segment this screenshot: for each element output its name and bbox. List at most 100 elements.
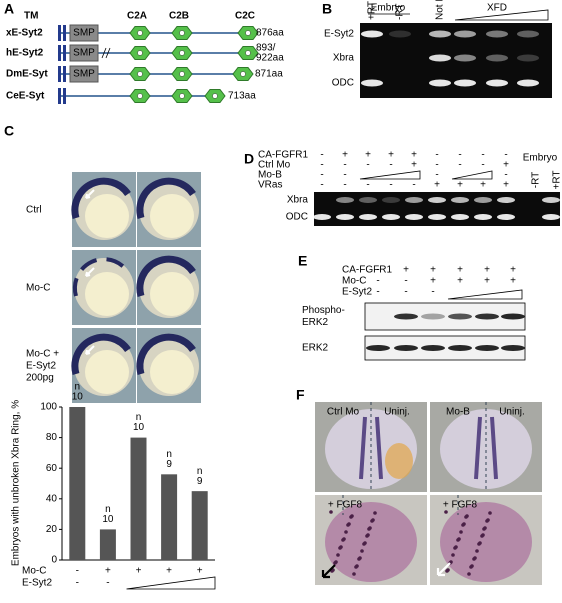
image-label: + FGF8 bbox=[443, 500, 478, 511]
xbra-spot bbox=[333, 561, 337, 565]
y-tick-label: 80 bbox=[46, 432, 58, 443]
sign: - bbox=[389, 180, 392, 191]
image-label: Mo-B bbox=[446, 407, 470, 418]
row-label: CA-FGFR1 bbox=[342, 265, 392, 276]
sign: - bbox=[435, 150, 438, 161]
row-label: VRas bbox=[258, 180, 282, 191]
tm-domain bbox=[63, 45, 66, 61]
xbra-spot bbox=[488, 511, 492, 515]
gel-band bbox=[359, 197, 377, 203]
xbra-spot bbox=[349, 515, 353, 519]
y-tick-label: 40 bbox=[46, 493, 58, 504]
sign: + bbox=[510, 276, 516, 287]
sign: - bbox=[366, 180, 369, 191]
sign: + bbox=[503, 180, 509, 191]
sign: - bbox=[343, 170, 346, 181]
smp-domain bbox=[69, 24, 99, 42]
sign: - bbox=[504, 170, 507, 181]
sign: + bbox=[480, 180, 486, 191]
embryo-yolk bbox=[150, 272, 194, 316]
bar bbox=[130, 437, 147, 560]
xbra-ring bbox=[71, 177, 131, 219]
embryo bbox=[325, 502, 417, 582]
embryo-yolk bbox=[85, 194, 129, 238]
protein-name: xE-Syt2 bbox=[6, 28, 43, 39]
bar bbox=[99, 529, 116, 560]
arrow bbox=[85, 345, 95, 355]
embryo-label: Embryo bbox=[523, 153, 558, 164]
xbra-spot bbox=[444, 510, 448, 514]
n-label: n bbox=[105, 504, 111, 515]
protein-length: 922aa bbox=[256, 53, 284, 64]
gel-row-label: ODC bbox=[286, 212, 308, 223]
xbra-ring bbox=[136, 333, 196, 375]
gel-band bbox=[474, 197, 492, 203]
protein-name: hE-Syt2 bbox=[6, 48, 44, 59]
lane-label: -RT bbox=[395, 4, 406, 20]
protein-name: DmE-Syt bbox=[6, 69, 48, 80]
bar bbox=[191, 491, 208, 560]
gel-row-label: Xbra bbox=[333, 53, 355, 64]
gel-band bbox=[497, 197, 515, 203]
y-tick-label: 20 bbox=[46, 524, 58, 535]
panel-label: F bbox=[296, 387, 305, 403]
sign: - bbox=[389, 160, 392, 171]
gel-band bbox=[429, 30, 451, 38]
gel-row-label: E-Syt2 bbox=[324, 29, 354, 40]
sign: - bbox=[404, 276, 407, 287]
xbra-spot bbox=[341, 538, 345, 542]
xbra-ring bbox=[72, 257, 130, 297]
sign: - bbox=[435, 160, 438, 171]
break-mark bbox=[105, 47, 111, 59]
image-label: Uninj. bbox=[384, 407, 410, 418]
c2-dot bbox=[179, 30, 185, 36]
row-label: Mo-B bbox=[258, 170, 282, 181]
embryo-yolk bbox=[85, 272, 129, 316]
lane-label: +RT bbox=[367, 1, 378, 20]
lane-label: Not Inj. bbox=[435, 0, 446, 20]
sign: + bbox=[403, 265, 409, 276]
embryo bbox=[440, 409, 532, 489]
condition-label: Mo-C bbox=[22, 566, 46, 577]
y-axis-title: Embryos with unbroken Xbra Ring, % bbox=[11, 400, 22, 566]
gel-band bbox=[486, 30, 508, 38]
blot-band bbox=[421, 345, 445, 351]
sign: + bbox=[510, 265, 516, 276]
row-label: CA-FGFR1 bbox=[258, 150, 308, 161]
row-label: Mo-C bbox=[342, 276, 366, 287]
c2-dot bbox=[245, 30, 251, 36]
blot-band bbox=[448, 345, 472, 351]
gel-band bbox=[486, 79, 508, 87]
xbra-ring bbox=[136, 255, 196, 297]
tm-domain bbox=[58, 45, 61, 61]
condition-label: E-Syt2 bbox=[22, 578, 52, 589]
xbra-spot bbox=[357, 557, 361, 561]
n-label: n bbox=[136, 412, 142, 423]
gel-band bbox=[542, 214, 560, 220]
lane-label: -RT bbox=[531, 172, 542, 188]
row-label: Mo-C bbox=[26, 283, 50, 294]
protein-length: 893/ bbox=[256, 43, 276, 54]
xbra-spot bbox=[451, 553, 455, 557]
gradient-triangle bbox=[451, 170, 493, 180]
n-label: n bbox=[166, 449, 172, 460]
sign: - bbox=[458, 150, 461, 161]
xbra-spot bbox=[445, 569, 449, 573]
xbra-spot bbox=[482, 527, 486, 531]
embryo-yolk bbox=[150, 194, 194, 238]
image-label: Ctrl Mo bbox=[327, 407, 360, 418]
gel-band bbox=[517, 54, 539, 62]
sign: + bbox=[484, 276, 490, 287]
gradient-triangle bbox=[359, 170, 421, 180]
tm-label: TM bbox=[24, 11, 38, 22]
gel-band bbox=[486, 54, 508, 62]
xfd-label: XFD bbox=[487, 3, 507, 14]
smp-label: SMP bbox=[73, 48, 95, 59]
tm-domain bbox=[58, 88, 61, 104]
gradient-triangle bbox=[126, 576, 216, 590]
sign: - bbox=[376, 287, 379, 298]
xbra-spot bbox=[354, 565, 358, 569]
gel-band bbox=[361, 30, 383, 38]
sign: - bbox=[481, 150, 484, 161]
